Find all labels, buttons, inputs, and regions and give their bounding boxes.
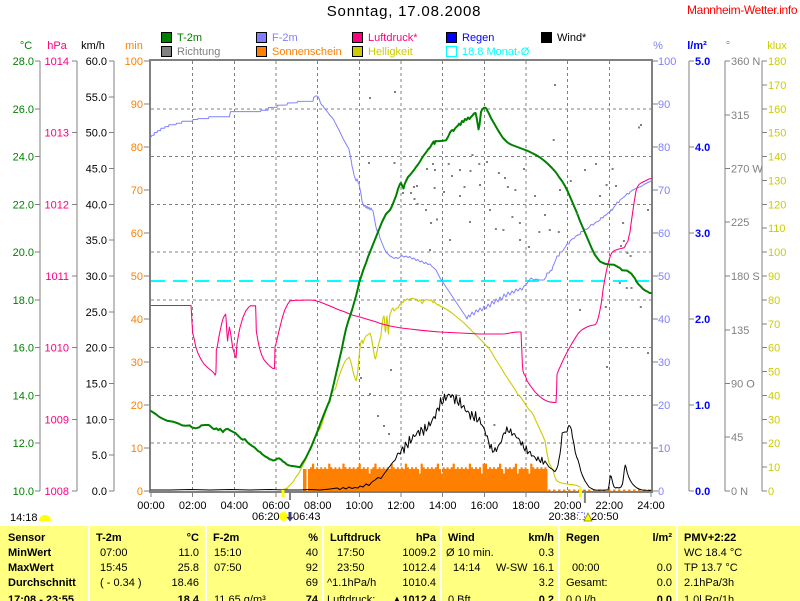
svg-text:0: 0 (137, 486, 143, 498)
svg-text:40: 40 (658, 314, 670, 326)
svg-text:100: 100 (658, 56, 676, 68)
svg-text:1010: 1010 (45, 343, 69, 355)
svg-text:50: 50 (658, 271, 670, 283)
svg-text:2.0: 2.0 (695, 314, 710, 326)
svg-text:30: 30 (768, 414, 780, 426)
svg-text:1013: 1013 (45, 128, 69, 140)
svg-text:02:00: 02:00 (179, 500, 207, 512)
svg-text:10:00: 10:00 (346, 500, 374, 512)
svg-text:30.0: 30.0 (86, 271, 107, 283)
svg-text:180: 180 (768, 56, 786, 68)
svg-text:20: 20 (768, 438, 780, 450)
svg-text:150: 150 (768, 128, 786, 140)
svg-text:40: 40 (768, 390, 780, 402)
svg-text:12:00: 12:00 (387, 500, 415, 512)
svg-text:4.0: 4.0 (695, 142, 710, 154)
svg-text:00:00: 00:00 (137, 500, 165, 512)
svg-text:1011: 1011 (45, 271, 69, 283)
svg-text:50: 50 (768, 367, 780, 379)
svg-text:90: 90 (768, 271, 780, 283)
svg-text:170: 170 (768, 80, 786, 92)
svg-text:08:00: 08:00 (304, 500, 332, 512)
svg-text:1.0: 1.0 (695, 400, 710, 412)
svg-text:20: 20 (658, 400, 670, 412)
svg-text:135: 135 (731, 325, 749, 337)
svg-text:45: 45 (731, 432, 743, 444)
svg-text:12.0: 12.0 (13, 438, 34, 450)
svg-text:40: 40 (131, 314, 143, 326)
svg-text:110: 110 (768, 223, 786, 235)
svg-text:18:00: 18:00 (512, 500, 540, 512)
svg-text:70: 70 (768, 319, 780, 331)
svg-text:0: 0 (658, 486, 664, 498)
svg-text:0 N: 0 N (731, 486, 748, 498)
svg-text:180 S: 180 S (731, 271, 760, 283)
svg-text:30: 30 (131, 357, 143, 369)
svg-text:50.0: 50.0 (86, 128, 107, 140)
svg-text:28.0: 28.0 (13, 56, 34, 68)
svg-text:0.0: 0.0 (695, 486, 710, 498)
svg-text:0.0: 0.0 (92, 486, 107, 498)
svg-text:80: 80 (131, 142, 143, 154)
svg-text:30: 30 (658, 357, 670, 369)
svg-text:40.0: 40.0 (86, 199, 107, 211)
svg-text:225: 225 (731, 217, 749, 229)
svg-text:60.0: 60.0 (86, 56, 107, 68)
svg-text:90: 90 (658, 99, 670, 111)
svg-text:100: 100 (125, 56, 143, 68)
svg-text:20: 20 (131, 400, 143, 412)
svg-text:14:00: 14:00 (429, 500, 457, 512)
svg-text:15.0: 15.0 (86, 379, 107, 391)
svg-text:20.0: 20.0 (86, 343, 107, 355)
svg-text:90: 90 (131, 99, 143, 111)
svg-text:1009: 1009 (45, 414, 69, 426)
svg-text:60: 60 (131, 228, 143, 240)
svg-text:22:00: 22:00 (596, 500, 624, 512)
svg-text:360 N: 360 N (731, 56, 760, 68)
svg-text:10: 10 (768, 462, 780, 474)
svg-text:60: 60 (768, 343, 780, 355)
svg-text:1008: 1008 (45, 486, 69, 498)
svg-text:1014: 1014 (45, 56, 69, 68)
svg-text:55.0: 55.0 (86, 92, 107, 104)
svg-text:315: 315 (731, 110, 749, 122)
svg-text:06:00: 06:00 (262, 500, 290, 512)
svg-text:14.0: 14.0 (13, 390, 34, 402)
svg-text:26.0: 26.0 (13, 104, 34, 116)
svg-text:10: 10 (658, 443, 670, 455)
svg-text:1012: 1012 (45, 199, 69, 211)
svg-text:35.0: 35.0 (86, 235, 107, 247)
svg-text:24.0: 24.0 (13, 152, 34, 164)
svg-text:10: 10 (131, 443, 143, 455)
svg-text:22.0: 22.0 (13, 199, 34, 211)
svg-text:20:00: 20:00 (554, 500, 582, 512)
svg-text:0: 0 (768, 486, 774, 498)
svg-text:120: 120 (768, 199, 786, 211)
svg-text:50: 50 (131, 271, 143, 283)
svg-text:04:00: 04:00 (221, 500, 249, 512)
svg-text:160: 160 (768, 104, 786, 116)
svg-text:10.0: 10.0 (13, 486, 34, 498)
svg-text:80: 80 (658, 142, 670, 154)
svg-text:60: 60 (658, 228, 670, 240)
svg-text:45.0: 45.0 (86, 164, 107, 176)
svg-text:80: 80 (768, 295, 780, 307)
svg-text:10.0: 10.0 (86, 414, 107, 426)
svg-text:16.0: 16.0 (13, 343, 34, 355)
svg-text:140: 140 (768, 152, 786, 164)
svg-text:3.0: 3.0 (695, 228, 710, 240)
svg-text:24:00: 24:00 (637, 500, 665, 512)
svg-text:70: 70 (131, 185, 143, 197)
svg-text:18.0: 18.0 (13, 295, 34, 307)
svg-text:5.0: 5.0 (695, 56, 710, 68)
svg-text:5.0: 5.0 (92, 450, 107, 462)
svg-text:270 W: 270 W (731, 164, 763, 176)
svg-text:70: 70 (658, 185, 670, 197)
svg-text:100: 100 (768, 247, 786, 259)
svg-text:20.0: 20.0 (13, 247, 34, 259)
svg-text:16:00: 16:00 (471, 500, 499, 512)
svg-text:25.0: 25.0 (86, 307, 107, 319)
svg-text:130: 130 (768, 175, 786, 187)
svg-text:90 O: 90 O (731, 379, 755, 391)
